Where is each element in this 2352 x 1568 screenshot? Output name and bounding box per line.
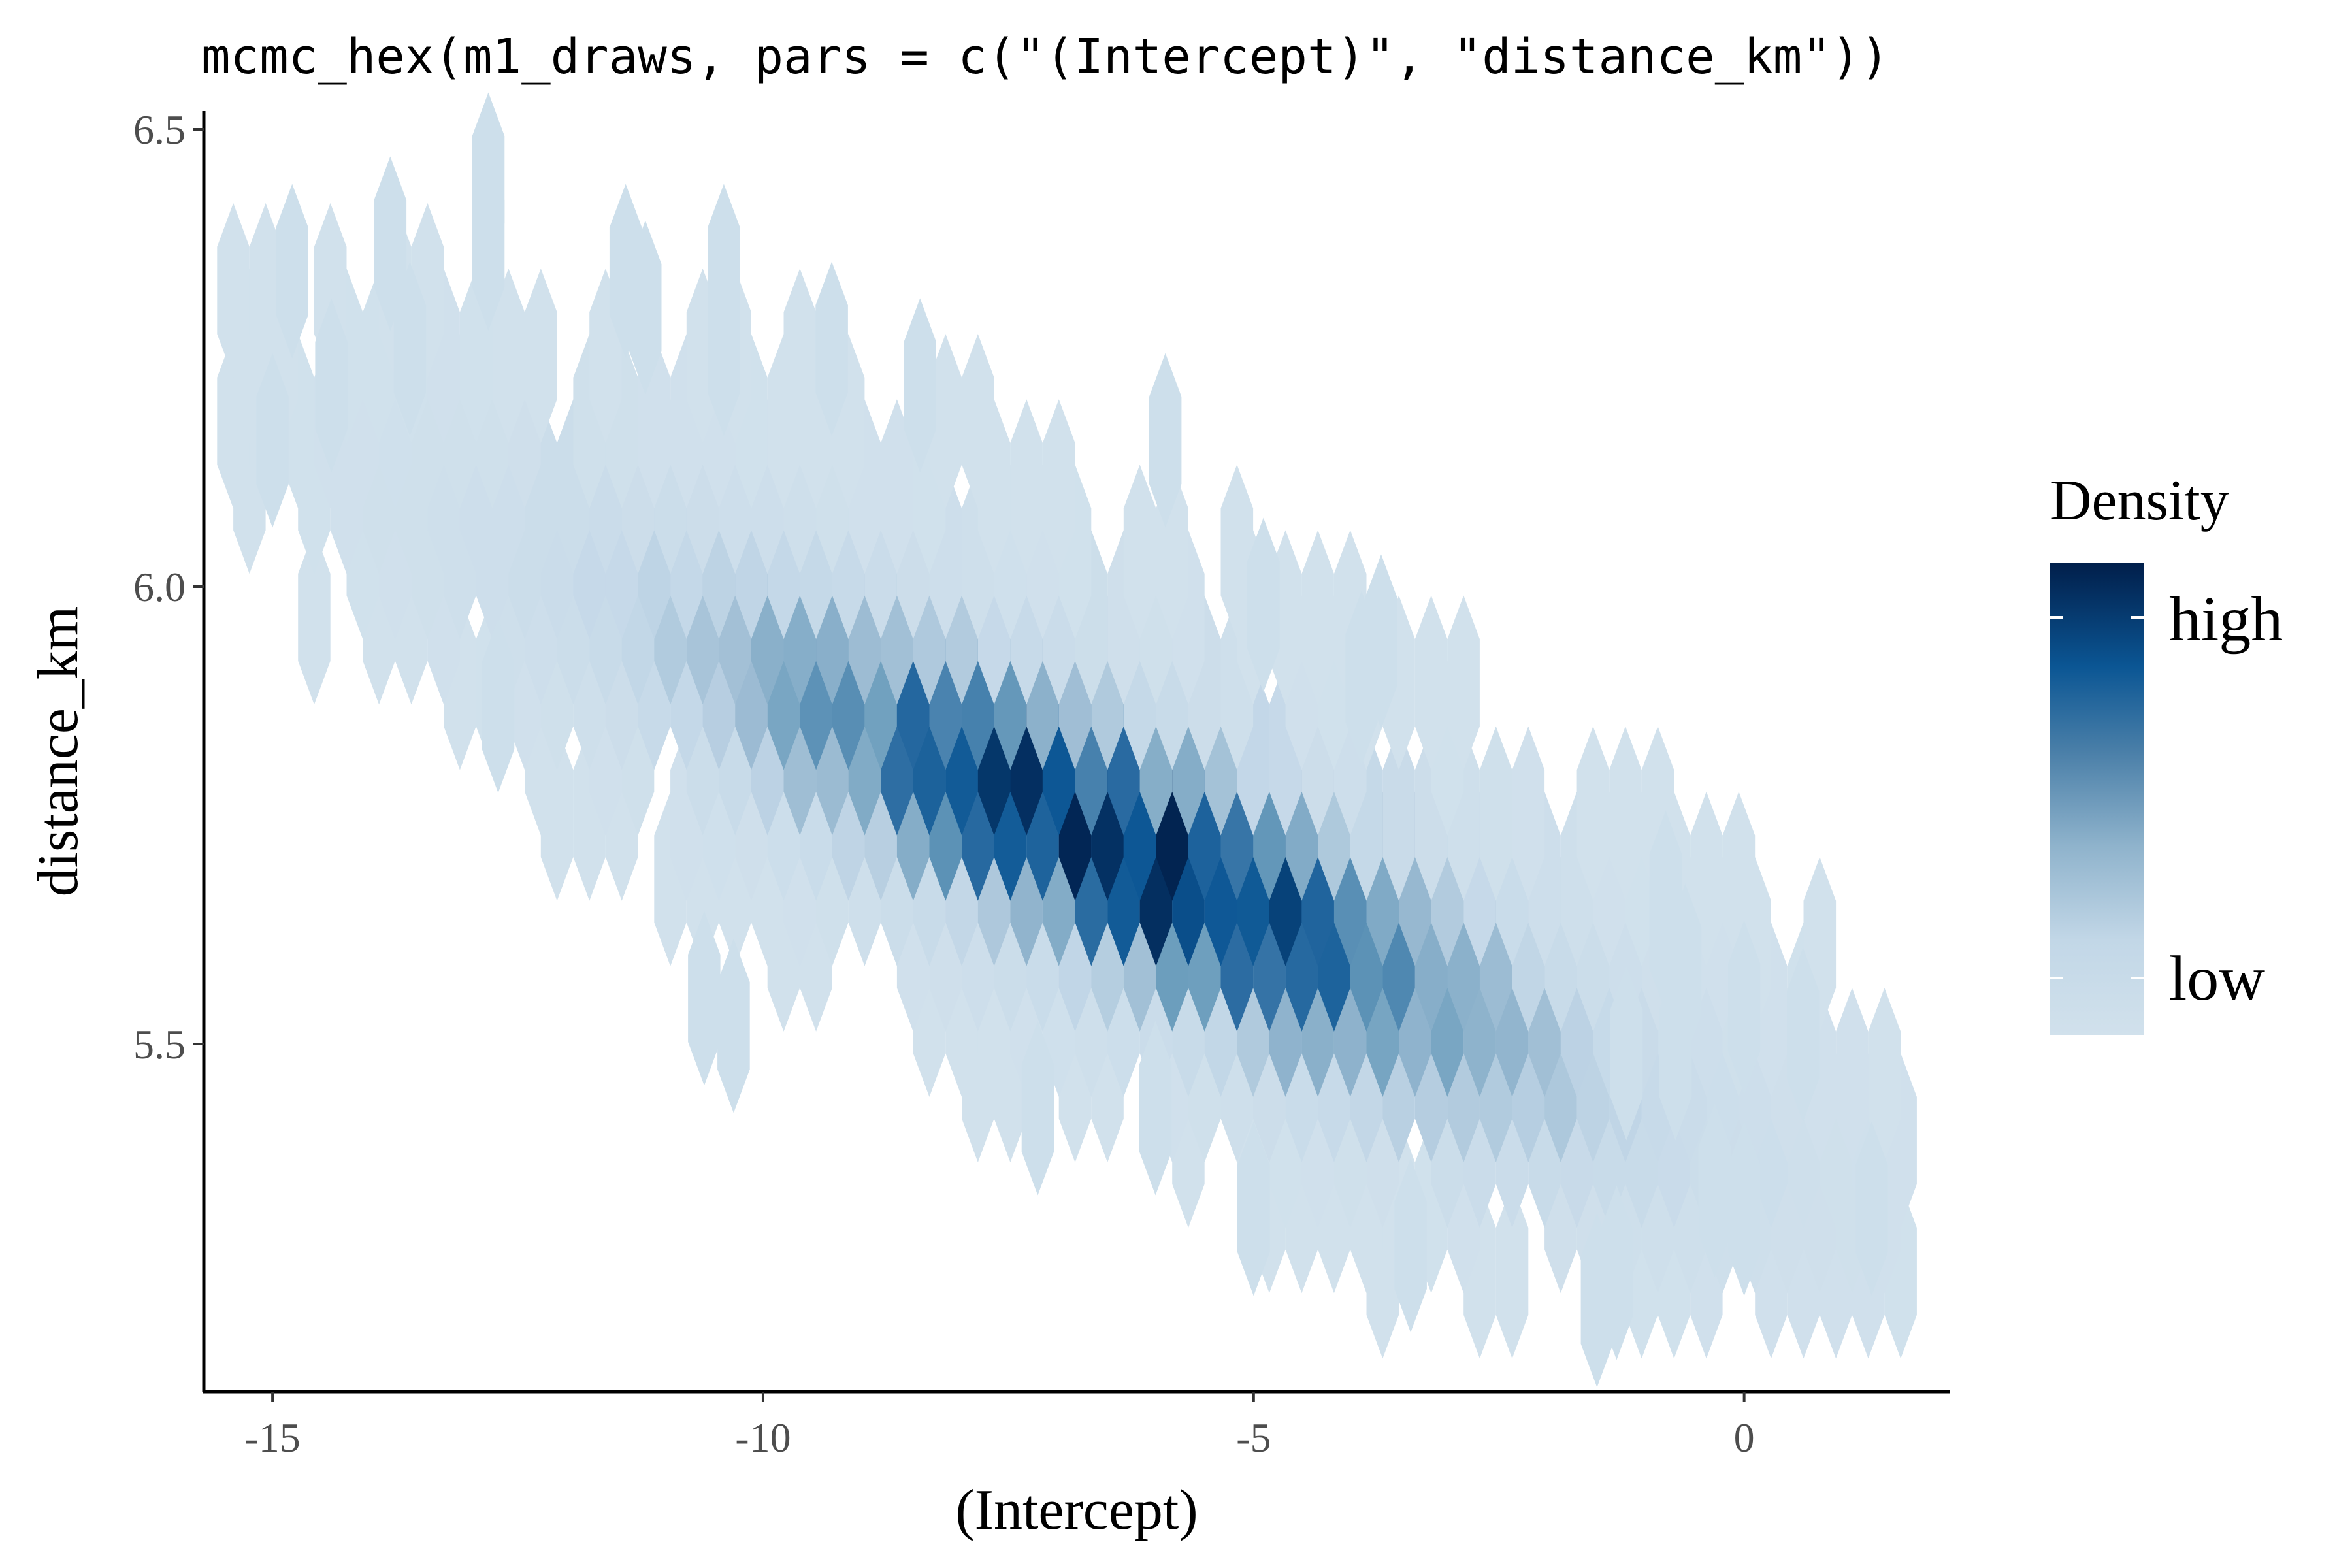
y-axis-ticks: 5.5 6.0 6.5: [133, 106, 204, 1068]
hex-bin: [1580, 1213, 1614, 1388]
hex-bin: [525, 269, 557, 443]
legend: Density high low: [2050, 469, 2283, 1035]
y-tick-label: 6.5: [133, 106, 186, 153]
hex-bin: [1021, 1021, 1054, 1196]
x-tick-label: 0: [1734, 1414, 1755, 1461]
x-tick-label: -5: [1236, 1414, 1271, 1461]
legend-title: Density: [2050, 469, 2229, 532]
hex-bin: [315, 298, 348, 473]
hex-bin: [815, 261, 848, 436]
y-axis-title: distance_km: [27, 606, 90, 897]
hex-bin: [1010, 399, 1043, 574]
hex-bin: [276, 184, 308, 359]
hex-bin: [472, 156, 505, 331]
hex-bin: [1495, 1184, 1529, 1359]
hex-bin: [962, 334, 994, 509]
y-tick-label: 6.0: [133, 564, 186, 610]
hex-bin: [629, 220, 662, 395]
legend-label-low: low: [2169, 943, 2265, 1014]
hex-bin: [929, 334, 962, 509]
y-tick-label: 5.5: [133, 1021, 186, 1068]
plot-area: [217, 92, 1917, 1388]
hex-bin: [1609, 726, 1642, 901]
hex-bin: [1139, 1021, 1172, 1196]
hex-bin: [1220, 465, 1254, 640]
hex-bin: [1447, 595, 1480, 770]
x-tick-label: -15: [244, 1414, 300, 1461]
hex-bin: [1836, 988, 1869, 1163]
hex-bin: [1301, 530, 1334, 705]
hex-bin: [1237, 1121, 1270, 1296]
hex-bin: [1345, 591, 1378, 766]
hex-bin: [1855, 1121, 1888, 1296]
hex-bin: [1247, 517, 1280, 693]
hex-bin: [708, 261, 740, 436]
hex-bin: [1576, 726, 1610, 901]
chart-title: mcmc_hex(m1_draws, pars = c("(Intercept)…: [201, 29, 1889, 85]
hex-bin: [482, 618, 515, 793]
hex-bin: [1149, 353, 1182, 528]
hex-bin: [1042, 399, 1075, 574]
hex-bin: [1414, 595, 1448, 770]
hex-bin: [256, 353, 289, 528]
hex-bin: [492, 269, 525, 443]
hex-bin: [1698, 1103, 1731, 1278]
hex-bin: [1479, 726, 1512, 901]
hex-bin: [1610, 966, 1643, 1141]
hex-bin: [1669, 883, 1702, 1058]
hex-bin: [717, 938, 750, 1113]
hex-bin: [1394, 1158, 1427, 1333]
hex-bin: [904, 298, 936, 473]
hex-bin: [374, 156, 407, 331]
hex-bin: [881, 399, 913, 574]
legend-label-high: high: [2169, 584, 2283, 655]
x-axis-ticks: -15 -10 -5 0: [244, 1392, 1755, 1461]
hex-bin: [217, 203, 250, 378]
hex-bin: [688, 911, 721, 1086]
hex-bin: [298, 530, 331, 705]
legend-colorbar: [2050, 563, 2144, 1035]
hex-bin: [1722, 791, 1756, 966]
hex-bin: [393, 261, 427, 436]
hex-bin: [783, 269, 817, 443]
x-axis-title: (Intercept): [955, 1478, 1198, 1542]
hex-bin: [249, 203, 282, 378]
hex-bin: [1868, 988, 1901, 1163]
hex-bin: [1787, 947, 1820, 1122]
hex-bin: [1727, 920, 1761, 1095]
x-tick-label: -10: [735, 1414, 791, 1461]
hex-bin: [1727, 1121, 1761, 1296]
hex-bin: [1123, 465, 1156, 640]
hex-bin: [1382, 726, 1415, 901]
hex-bin: [1512, 726, 1545, 901]
